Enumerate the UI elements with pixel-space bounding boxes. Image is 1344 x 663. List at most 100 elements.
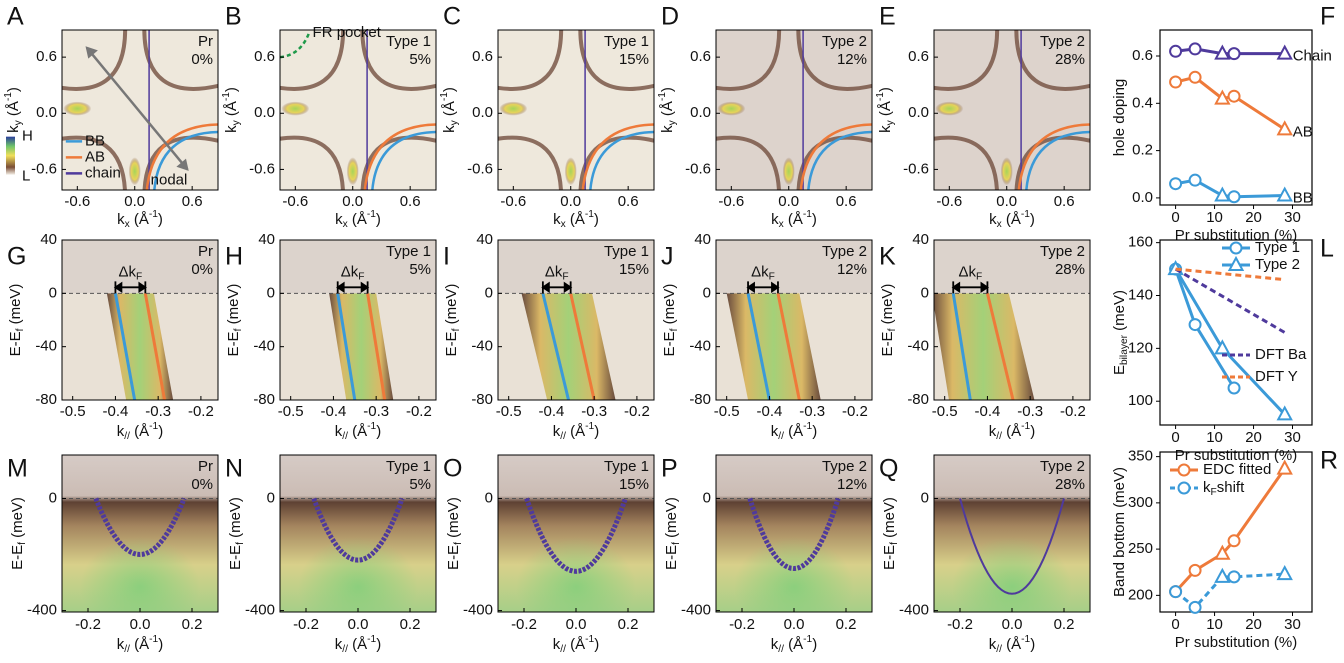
- panel-tag: Type 1: [386, 458, 431, 475]
- nodal-label: nodal: [151, 172, 188, 189]
- y-tick-label: 100: [1128, 392, 1153, 409]
- x-axis-label-part: (Å: [1002, 423, 1021, 440]
- y-axis-label-part: E-E: [879, 331, 896, 356]
- y-axis-label-part: -1: [657, 92, 668, 101]
- x-tick-label: 0: [1171, 429, 1179, 446]
- x-axis-label: Pr substitution (%): [1175, 447, 1298, 464]
- legend-marker: [1177, 463, 1191, 477]
- band-glow: [726, 293, 821, 400]
- x-axis-label-part: //: [560, 431, 566, 442]
- y-tick-label: 0.0: [254, 104, 275, 121]
- y-tick-label: 0: [921, 489, 929, 506]
- bb-contour: [589, 130, 654, 190]
- x-tick-label: 0.0: [784, 616, 805, 633]
- x-axis-label-part: //: [778, 431, 784, 442]
- y-axis-label-part: f: [889, 542, 900, 545]
- gap-arrow: [746, 281, 780, 294]
- y-tick-label: 0.6: [472, 48, 493, 65]
- x-axis-label-part: (Å: [784, 423, 803, 440]
- panel-tag: Type 1: [604, 458, 649, 475]
- series-label: AB: [1293, 123, 1313, 140]
- panel-tag: Type 2: [1040, 243, 1085, 260]
- series-label: BB: [1293, 190, 1313, 207]
- x-tick-label: 0.0: [996, 193, 1017, 210]
- spectrum-glow: [298, 537, 418, 612]
- gap-arrow: [541, 281, 573, 294]
- y-axis-label-part: (meV): [879, 284, 896, 329]
- x-axis-label-part: k: [335, 636, 343, 653]
- pocket-label: FR pocket: [313, 24, 382, 41]
- panel-letter: C: [443, 3, 461, 31]
- y-tick-label: 0.6: [908, 48, 929, 65]
- fermi-contour: [498, 135, 563, 190]
- ab-dispersion: [366, 293, 387, 400]
- panel-tag: Type 2: [1040, 33, 1085, 50]
- x-axis-label-part: k: [335, 211, 343, 228]
- x-axis-label-part: //: [342, 644, 348, 655]
- spectral-hotspot: [1000, 157, 1013, 186]
- y-axis-label-part: f: [671, 542, 682, 545]
- x-axis-label: k// (Å-1): [117, 634, 163, 655]
- x-axis-label-part: //: [996, 644, 1002, 655]
- y-tick-label: -0.6: [249, 160, 275, 177]
- x-axis-label-part: (Å: [348, 423, 367, 440]
- x-axis-label-part: ): [1030, 211, 1035, 228]
- plot-frame: [1159, 239, 1313, 426]
- gap-label-part: Δk: [958, 263, 976, 280]
- gap-label: ΔkF: [751, 263, 775, 282]
- x-axis-label-part: //: [996, 431, 1002, 442]
- fermi-contour: [280, 135, 345, 190]
- y-axis-label-part: E: [1111, 365, 1128, 375]
- y-axis-label-part: -1: [875, 92, 886, 101]
- y-axis-label-part: f: [887, 328, 898, 331]
- x-axis-label-part: //: [124, 431, 130, 442]
- x-axis-label-part: (Å: [130, 636, 149, 653]
- spectral-hotspot: [564, 157, 577, 186]
- y-axis-label-part: (meV): [1111, 290, 1128, 335]
- fermi-contour: [934, 30, 1000, 91]
- x-axis-label-part: ): [158, 636, 163, 653]
- x-tick-label: 0.6: [400, 193, 421, 210]
- y-axis-label-part: k: [877, 125, 894, 133]
- marker: [1214, 44, 1231, 60]
- x-tick-label: 0.6: [618, 193, 639, 210]
- x-axis-label-part: //: [778, 644, 784, 655]
- y-axis-label-part: E-E: [661, 331, 678, 356]
- x-axis-label-part: //: [560, 644, 566, 655]
- marker: [1214, 339, 1231, 355]
- x-tick-label: -0.2: [947, 616, 973, 633]
- y-tick-label: 0.0: [690, 104, 711, 121]
- y-tick-label: 0: [703, 284, 711, 301]
- y-axis-label-part: f: [15, 328, 26, 331]
- x-axis-label-part: k: [771, 211, 779, 228]
- y-axis-label-part: bilayer: [1119, 334, 1130, 365]
- panel-frame: [715, 239, 873, 401]
- marker: [1276, 120, 1293, 136]
- gap-label-part: F: [769, 271, 775, 282]
- gap-label: ΔkF: [341, 263, 365, 282]
- x-axis-label-part: ): [158, 211, 163, 228]
- panel-tag: 0%: [191, 476, 213, 493]
- x-tick-label: -0.2: [511, 616, 537, 633]
- y-axis-label-part: ): [659, 87, 676, 92]
- x-axis-label-part: x: [125, 219, 130, 230]
- y-axis-label-part: (Å: [5, 101, 22, 120]
- x-axis-label: k// (Å-1): [335, 421, 381, 442]
- marker: [1188, 600, 1202, 614]
- marker: [1227, 570, 1241, 584]
- y-tick-label: -40: [689, 338, 711, 355]
- y-axis-label-part: (meV): [7, 284, 24, 329]
- x-axis-label-part: -1: [367, 209, 376, 220]
- legend-marker: [1229, 241, 1243, 255]
- y-tick-label: -40: [253, 338, 275, 355]
- x-tick-label: -0.5: [278, 403, 304, 420]
- y-axis-label: E-Ef (meV): [9, 497, 28, 570]
- x-axis-label-part: k: [771, 423, 779, 440]
- x-tick-label: 30: [1284, 209, 1301, 226]
- x-axis-label-part: ): [812, 636, 817, 653]
- marker: [1214, 567, 1231, 583]
- y-axis-label-part: k: [659, 125, 676, 133]
- panel-frame: [933, 239, 1091, 401]
- y-axis-label-part: k: [223, 125, 240, 133]
- y-tick-label: 40: [40, 231, 57, 248]
